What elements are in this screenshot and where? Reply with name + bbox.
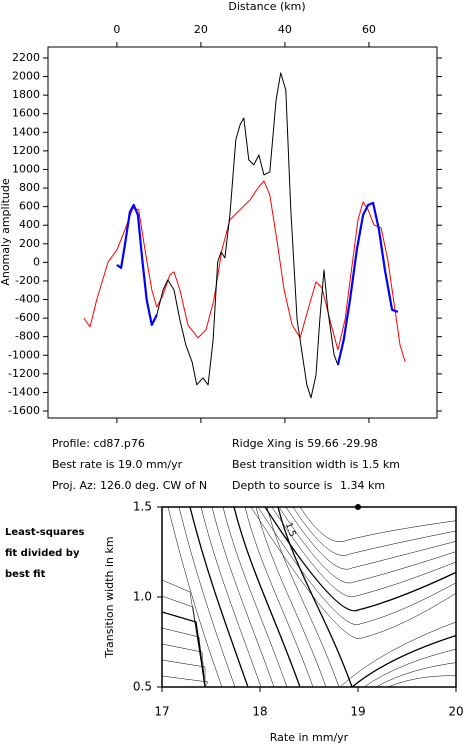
contour-line	[162, 611, 206, 687]
y-tick-label: 800	[19, 181, 40, 194]
y-tick-label: 1200	[12, 144, 40, 157]
x-axis-title: Distance (km)	[228, 0, 305, 13]
y-tick-label: 2000	[12, 70, 40, 83]
contour-line	[363, 648, 456, 687]
y-tick-label: 600	[19, 200, 40, 213]
y-tick-label: 0.5	[133, 680, 152, 694]
x-tick-label: 17	[154, 705, 169, 719]
contour-line	[162, 579, 206, 687]
contour-line	[200, 507, 262, 687]
contour-line	[167, 507, 223, 687]
contour-line	[162, 659, 206, 687]
contour-line	[250, 507, 456, 639]
x-tick-label: 19	[350, 705, 365, 719]
y-tick-label: 1800	[12, 88, 40, 101]
plot-frame	[47, 46, 438, 419]
contour-line	[189, 507, 249, 687]
annotation: Depth to source is	[232, 479, 333, 492]
x-tick-label: 0	[113, 23, 120, 36]
series-line	[83, 180, 406, 363]
x-tick-label: 40	[278, 23, 292, 36]
x-tick-label: 20	[448, 705, 463, 719]
contour-line	[264, 507, 456, 612]
annotation: Profile: cd87.p76	[52, 437, 145, 450]
y-tick-label: -600	[15, 311, 40, 324]
contour-line	[387, 675, 456, 687]
y-tick-label: 0	[33, 255, 40, 268]
contour-line	[257, 507, 456, 625]
y-axis-title: Transition width in km	[103, 536, 116, 658]
contour-line	[277, 507, 353, 687]
contour-label: 1.5	[283, 521, 297, 538]
contours	[162, 507, 456, 687]
contour-line	[266, 507, 340, 687]
y-tick-label: -1000	[8, 348, 40, 361]
annotation: Proj. Az: 126.0 deg. CW of N	[52, 479, 207, 492]
x-tick-label: 60	[362, 23, 376, 36]
x-axis-title: Rate in mm/yr	[270, 731, 349, 744]
contour-line	[162, 643, 206, 687]
y-tick-label: -800	[15, 330, 40, 343]
annotation: Best rate is 19.0 mm/yr	[52, 458, 183, 471]
y-tick-label: 1.5	[133, 500, 152, 514]
contour-line	[292, 507, 456, 556]
note: Least-squares	[5, 527, 84, 538]
note: fit divided by	[5, 548, 80, 559]
contour-line	[244, 507, 314, 687]
contour-line	[255, 507, 327, 687]
plot-area	[83, 72, 406, 399]
y-tick-label: -400	[15, 293, 40, 306]
y-tick-label: 1600	[12, 107, 40, 120]
y-tick-label: -200	[15, 274, 40, 287]
contour-line	[162, 627, 206, 687]
contour-line	[233, 507, 301, 687]
contour-line	[162, 675, 209, 687]
y-axis-title: Anomaly amplitude	[0, 178, 12, 286]
series-line	[116, 201, 399, 366]
contour-line	[351, 634, 456, 687]
x-tick-label: 20	[194, 23, 208, 36]
contour-line	[222, 507, 288, 687]
contour-line	[211, 507, 275, 687]
x-tick-label: 18	[252, 705, 267, 719]
y-tick-label: -1200	[8, 367, 40, 380]
contour-line	[339, 621, 456, 687]
y-tick-label: -1400	[8, 385, 40, 398]
contour-line	[278, 507, 456, 584]
y-tick-label: 2200	[12, 51, 40, 64]
contour-line	[375, 662, 456, 687]
y-tick-label: 200	[19, 237, 40, 250]
annotation: Ridge Xing is 59.66 -29.98	[232, 437, 378, 450]
contour-line	[299, 507, 456, 543]
y-tick-label: 1000	[12, 162, 40, 175]
contour-line	[271, 507, 456, 598]
y-tick-label: 400	[19, 218, 40, 231]
annotation: 1.34 km	[340, 479, 385, 492]
annotation: Best transition width is 1.5 km	[232, 458, 400, 471]
y-tick-label: 1.0	[133, 590, 152, 604]
y-tick-label: 1400	[12, 125, 40, 138]
contour-line	[178, 507, 236, 687]
note: best fit	[5, 569, 46, 580]
contour-line	[285, 507, 456, 570]
plot-frame	[161, 506, 457, 688]
y-tick-label: -1600	[8, 404, 40, 417]
